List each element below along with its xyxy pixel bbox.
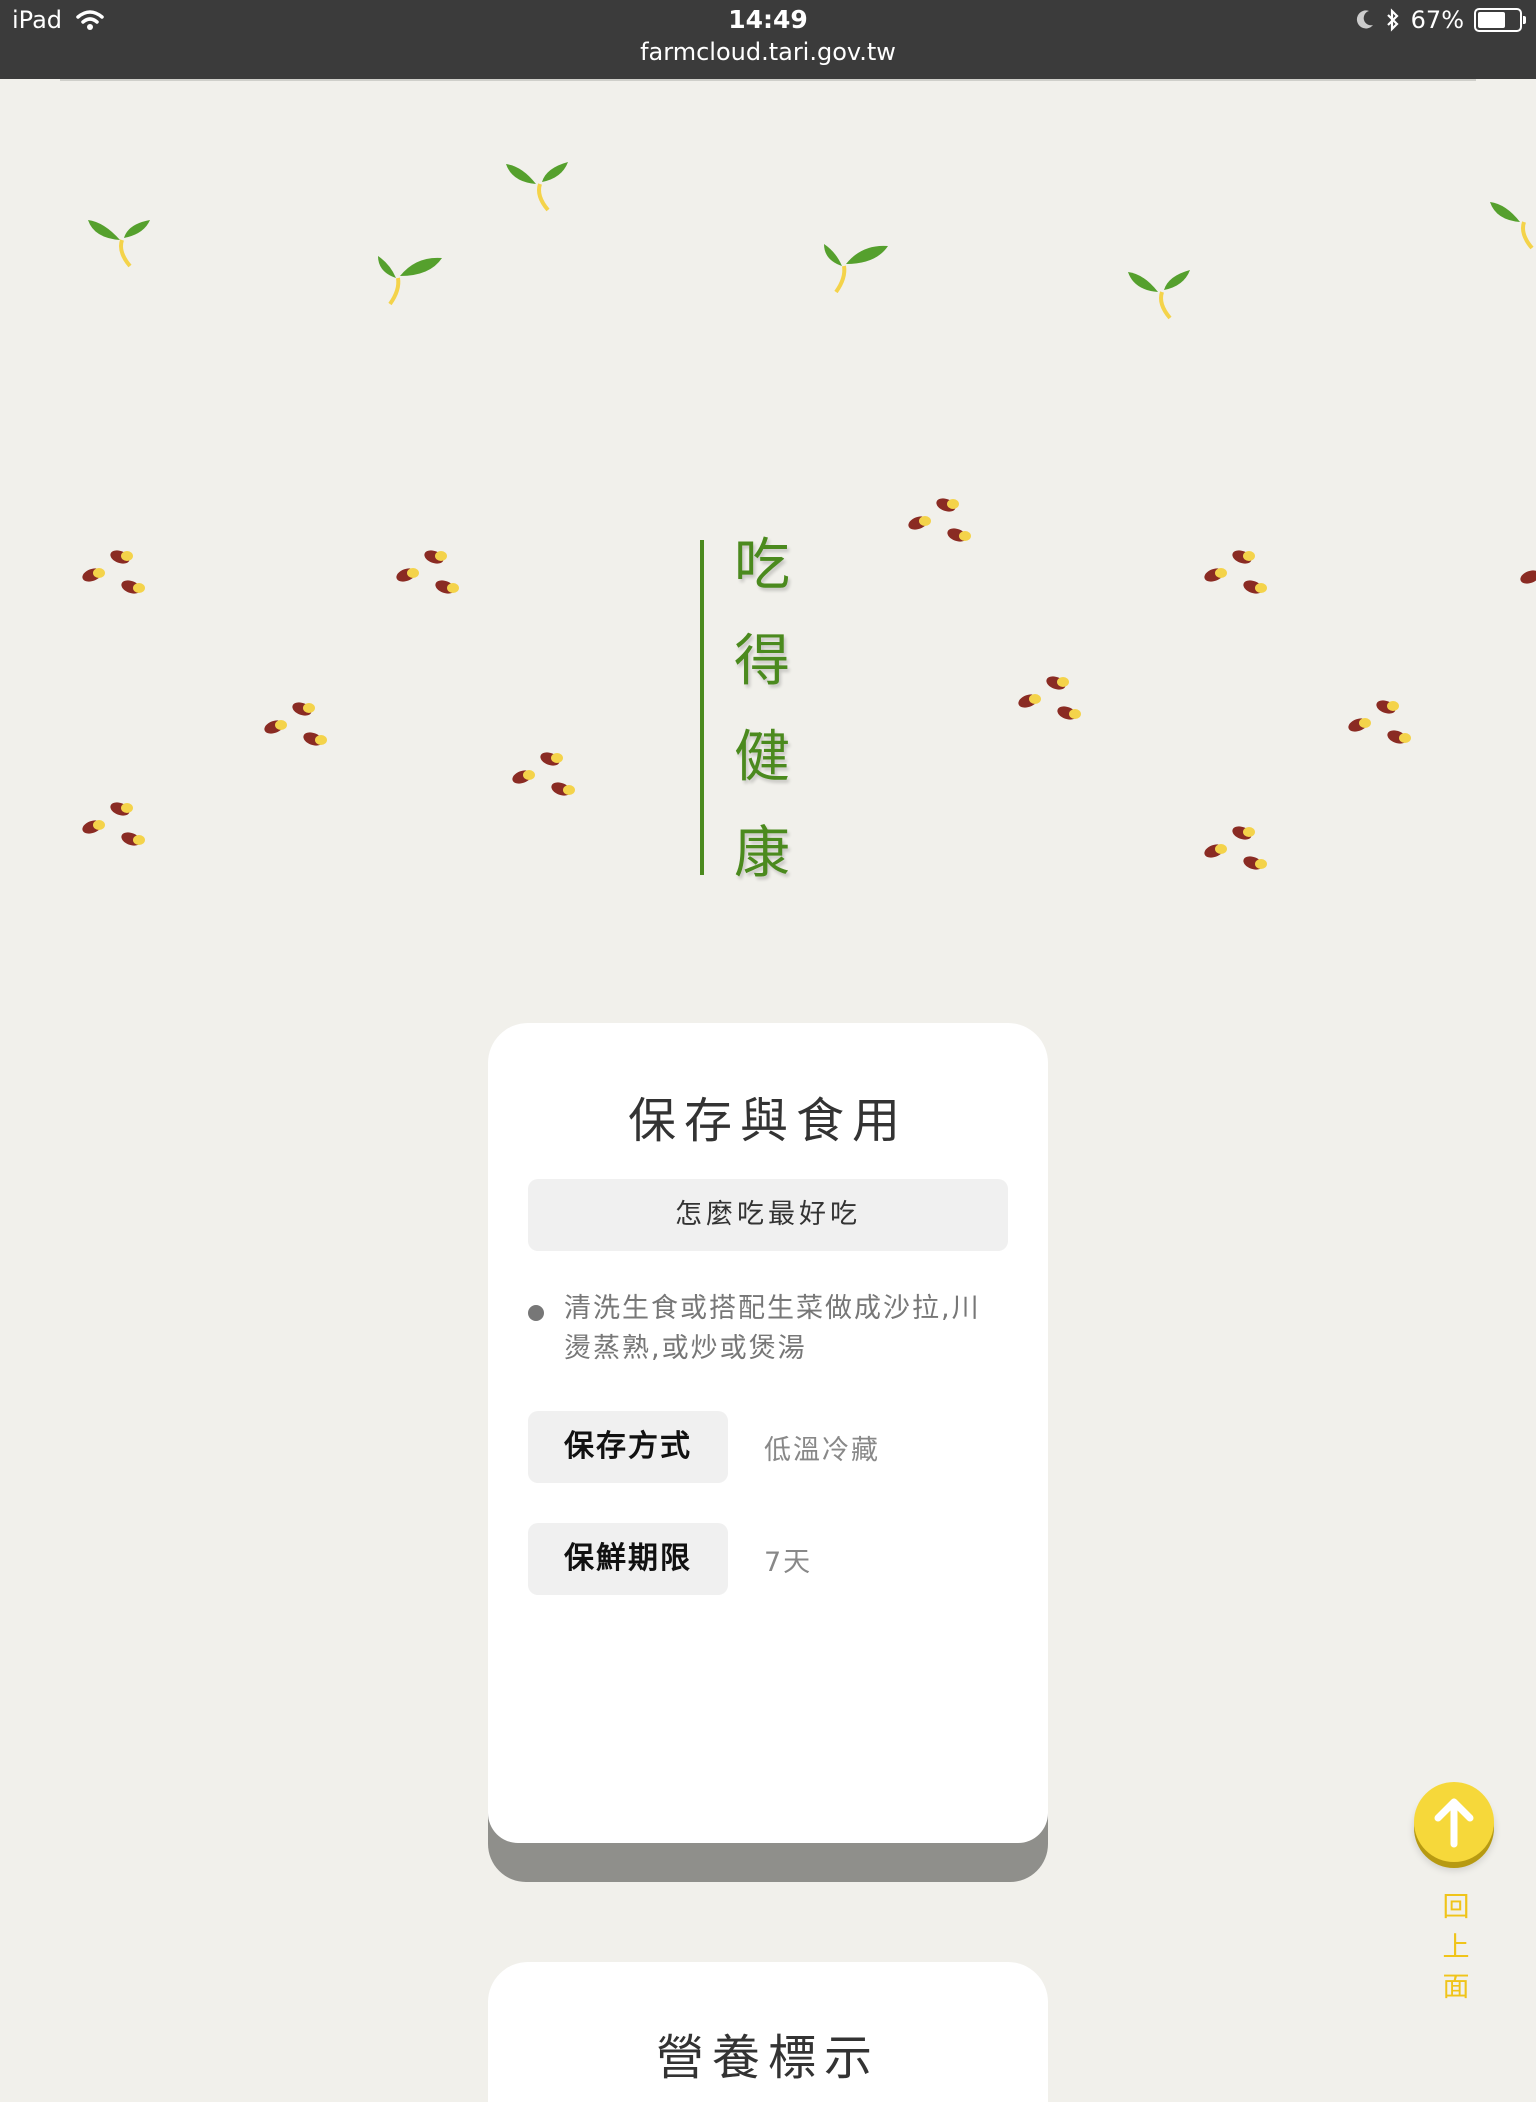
shelf-life-value: 7天 <box>764 1546 813 1578</box>
storage-method-label: 保存方式 <box>528 1411 728 1483</box>
device-name: iPad <box>12 6 63 34</box>
how-to-eat-label: 怎麼吃最好吃 <box>528 1179 1008 1251</box>
sprout-icon <box>1128 270 1190 320</box>
bean-cluster-icon <box>82 550 145 594</box>
bean-cluster-icon <box>512 752 575 796</box>
bluetooth-icon <box>1386 8 1399 32</box>
bean-cluster-icon <box>264 702 327 746</box>
shelf-life-label: 保鮮期限 <box>528 1523 728 1595</box>
tip-text: 清洗生食或搭配生菜做成沙拉,川燙蒸熟,或炒或煲湯 <box>564 1293 981 1364</box>
bean-cluster-icon <box>1018 676 1081 720</box>
card-title: 營養標示 <box>655 2030 880 2086</box>
status-right: 67% <box>1355 6 1526 34</box>
storage-method-value: 低溫冷藏 <box>764 1434 880 1466</box>
back-to-top-button[interactable] <box>1414 1782 1496 1870</box>
bean-cluster-icon <box>396 550 459 594</box>
battery-icon <box>1474 8 1526 32</box>
storage-card: 保存與食用 怎麼吃最好吃 清洗生食或搭配生菜做成沙拉,川燙蒸熟,或炒或煲湯 保存… <box>488 1023 1048 1843</box>
sprout-icon <box>378 256 442 306</box>
card-title: 保存與食用 <box>627 1093 908 1149</box>
storage-method-row: 保存方式 低溫冷藏 <box>528 1411 880 1483</box>
title-chars: 吃 得 健 康 <box>734 533 790 884</box>
wifi-icon <box>76 10 104 30</box>
title-char: 吃 <box>734 533 790 598</box>
bean-cluster-icon <box>1348 700 1411 744</box>
sprout-icon <box>1490 202 1534 250</box>
title-char: 健 <box>734 725 790 790</box>
arrow-up-icon <box>1434 1798 1474 1848</box>
battery-percent: 67% <box>1410 6 1464 34</box>
divider <box>60 79 1476 81</box>
battery-level <box>1478 12 1505 28</box>
bean-cluster-icon <box>82 802 145 846</box>
tip-item: 清洗生食或搭配生菜做成沙拉,川燙蒸熟,或炒或煲湯 <box>528 1289 1008 1369</box>
bean-cluster-icon <box>1204 826 1267 870</box>
sprout-icon <box>506 162 568 212</box>
title-char: 得 <box>734 629 790 694</box>
sprout-icon <box>824 244 888 294</box>
bean-cluster-icon <box>908 498 971 542</box>
bullet-icon <box>528 1305 544 1321</box>
hero-title: 吃 得 健 康 <box>700 536 790 884</box>
title-accent-line <box>700 540 704 875</box>
status-bar: iPad 14:49 farmcloud.tari.gov.tw 67% <box>0 0 1536 79</box>
moon-icon <box>1356 10 1373 29</box>
bean-cluster-icon <box>1204 550 1267 594</box>
shelf-life-row: 保鮮期限 7天 <box>528 1523 812 1595</box>
url-bar[interactable]: farmcloud.tari.gov.tw <box>640 38 896 66</box>
sprout-icon <box>88 220 150 268</box>
clock: 14:49 <box>728 5 808 34</box>
bean-cluster-icon <box>1520 570 1536 584</box>
nutrition-card: 營養標示 <box>488 1962 1048 2102</box>
title-char: 康 <box>734 821 790 886</box>
status-left: iPad <box>12 6 104 34</box>
back-to-top-label[interactable]: 回上面 <box>1442 1892 1470 2003</box>
